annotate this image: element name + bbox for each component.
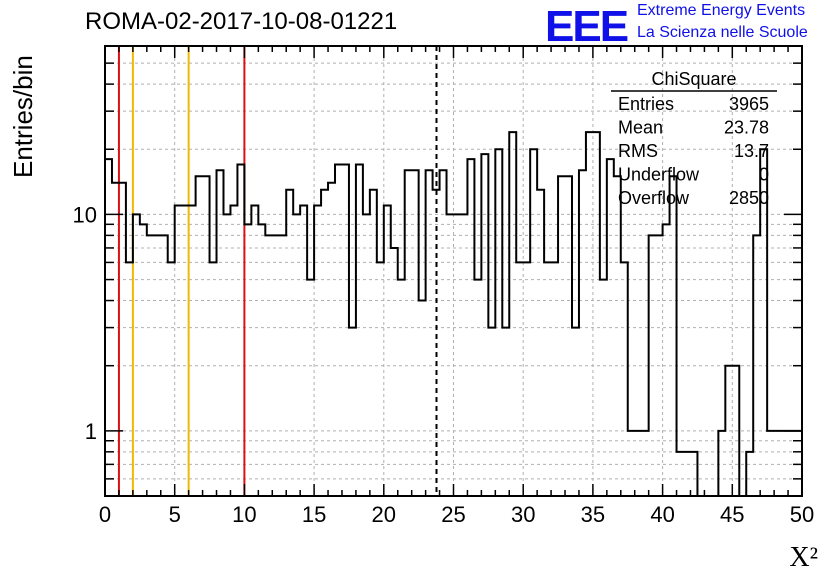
y-tick-label: 1: [85, 419, 97, 444]
eee-logo: EEE: [545, 2, 629, 51]
stats-value: 3965: [729, 94, 769, 114]
x-tick-label: 35: [581, 502, 605, 527]
x-tick-label: 50: [790, 502, 814, 527]
stats-value: 2850: [729, 188, 769, 208]
x-tick-label: 15: [302, 502, 326, 527]
reference-lines: [117, 46, 438, 496]
stats-label: Entries: [618, 94, 674, 114]
x-axis-label: X²: [789, 542, 818, 572]
x-tick-label: 30: [511, 502, 535, 527]
y-axis-label: Entries/bin: [8, 55, 38, 178]
x-tick-label: 25: [441, 502, 465, 527]
y-axis-ticks: 1 10: [73, 62, 802, 480]
stats-label: Mean: [618, 118, 663, 138]
stats-label: Overflow: [618, 188, 690, 208]
stats-value: 23.78: [724, 118, 769, 138]
x-tick-label: 5: [169, 502, 181, 527]
y-tick-label: 10: [73, 202, 97, 227]
logo-line-2: La Scienza nelle Scuole: [637, 24, 808, 41]
stats-value: 13.7: [734, 141, 769, 161]
x-tick-label: 0: [99, 502, 111, 527]
stats-box: ChiSquare Entries 3965 Mean 23.78 RMS 13.7 Unde…: [611, 69, 777, 208]
x-tick-label: 45: [720, 502, 744, 527]
x-tick-label: 40: [650, 502, 674, 527]
stats-label: RMS: [618, 141, 658, 161]
x-tick-label: 10: [232, 502, 256, 527]
stats-label: Underflow: [618, 165, 700, 185]
stats-value: 0: [759, 165, 769, 185]
histogram-line: [105, 131, 802, 497]
x-tick-label: 20: [372, 502, 396, 527]
run-title: ROMA-02-2017-10-08-01221: [85, 8, 398, 35]
logo-line-1: Extreme Energy Events: [637, 2, 806, 19]
x-axis-ticks: 0 5 10 15 20 25 30 35 40 45 50: [99, 46, 814, 527]
grid-lines: [105, 46, 802, 496]
stats-title: ChiSquare: [651, 69, 736, 89]
